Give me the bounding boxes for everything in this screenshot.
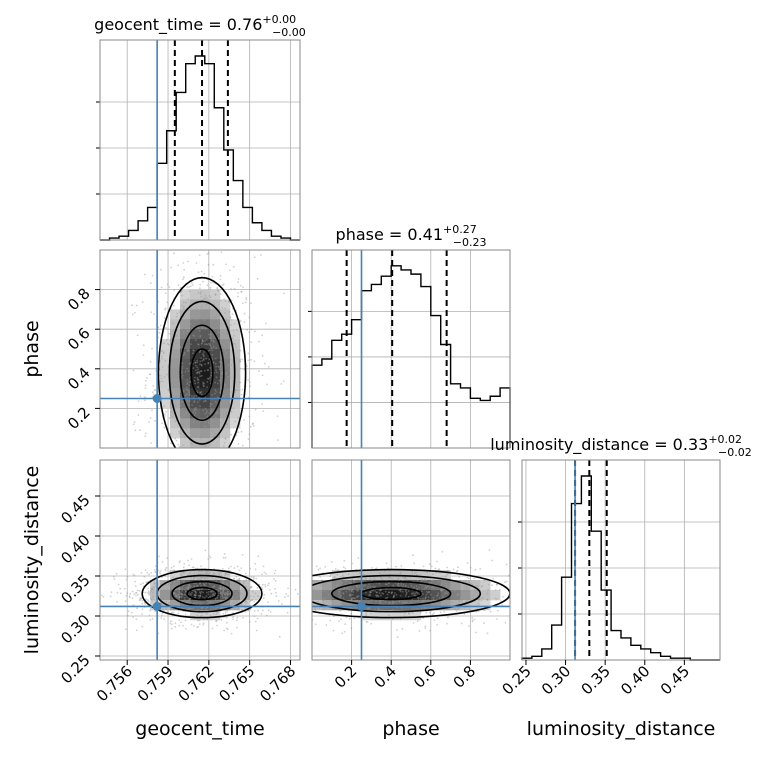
- y-axis-label-luminosity_distance: luminosity_distance: [21, 466, 43, 655]
- panel-phase-geocent_time: [99, 249, 301, 449]
- title-geocent_time: geocent_time = 0.76+0.00 −0.00: [94, 13, 306, 39]
- density-luminosity_distance-vs-phase: [312, 570, 501, 621]
- y-tick-label-phase: 0.6: [64, 324, 94, 354]
- x-axis-label-luminosity_distance: luminosity_distance: [527, 718, 716, 740]
- histogram-phase: [311, 265, 511, 448]
- panel-geocent_time-geocent_time: [99, 39, 301, 241]
- y-tick-label-luminosity_distance: 0.35: [57, 571, 93, 607]
- panel-luminosity_distance-luminosity_distance: [521, 459, 721, 661]
- x-tick-label-geocent_time: 0.762: [175, 662, 218, 705]
- histogram-luminosity_distance: [521, 475, 720, 661]
- title-phase: phase = 0.41+0.27 −0.23: [336, 223, 487, 249]
- histogram-geocent_time: [100, 55, 300, 241]
- x-tick-label-geocent_time: 0.768: [256, 662, 299, 705]
- y-tick-label-luminosity_distance: 0.40: [57, 531, 93, 567]
- x-tick-label-phase: 0.2: [331, 662, 361, 692]
- x-tick-label-luminosity_distance: 0.40: [617, 662, 653, 698]
- panel-luminosity_distance-geocent_time: [99, 459, 301, 661]
- contour-level-1: [331, 580, 452, 607]
- x-tick-label-phase: 0.6: [410, 662, 440, 692]
- y-tick-label-luminosity_distance: 0.45: [57, 491, 93, 527]
- truth-point-phase-luminosity_distance: [357, 601, 366, 611]
- truth-point-geocent_time-phase: [152, 394, 162, 403]
- contour-level-0: [186, 586, 218, 601]
- y-tick-label-phase: 0.4: [64, 364, 94, 394]
- panel-phase-phase: [311, 249, 511, 449]
- x-axis-label-phase: phase: [382, 718, 439, 740]
- x-tick-label-phase: 0.4: [370, 662, 400, 692]
- contour-level-2: [168, 300, 236, 445]
- x-tick-label-luminosity_distance: 0.30: [538, 662, 574, 698]
- x-tick-label-phase: 0.8: [450, 662, 480, 692]
- y-tick-label-phase: 0.2: [64, 403, 94, 433]
- contour-level-1: [171, 580, 233, 607]
- contour-level-2: [312, 574, 482, 613]
- x-tick-label-geocent_time: 0.756: [93, 662, 136, 705]
- truth-point-geocent_time-luminosity_distance: [152, 601, 162, 611]
- title-luminosity_distance: luminosity_distance = 0.33+0.02 −0.02: [490, 433, 752, 459]
- contours-luminosity_distance-vs-geocent_time: [141, 568, 263, 619]
- y-tick-label-luminosity_distance: 0.30: [57, 611, 93, 647]
- x-axis-label-geocent_time: geocent_time: [135, 718, 264, 740]
- x-tick-label-luminosity_distance: 0.35: [578, 662, 614, 698]
- y-tick-label-luminosity_distance: 0.25: [57, 651, 93, 687]
- contour-level-3: [157, 276, 247, 448]
- x-tick-label-geocent_time: 0.765: [215, 662, 258, 705]
- samples-luminosity_distance-vs-geocent_time: [101, 549, 299, 638]
- x-tick-label-luminosity_distance: 0.25: [498, 662, 534, 698]
- y-tick-label-phase: 0.8: [64, 285, 94, 315]
- contours-phase-vs-geocent_time: [157, 276, 247, 448]
- density-phase-vs-geocent_time: [160, 289, 241, 448]
- contour-level-3: [312, 568, 510, 619]
- contour-level-3: [141, 568, 263, 619]
- x-tick-label-luminosity_distance: 0.45: [657, 662, 693, 698]
- panel-luminosity_distance-phase: [311, 459, 511, 661]
- x-tick-label-geocent_time: 0.759: [134, 662, 177, 705]
- contour-level-1: [179, 324, 225, 422]
- y-axis-label-phase: phase: [21, 320, 43, 377]
- contour-level-0: [190, 348, 214, 398]
